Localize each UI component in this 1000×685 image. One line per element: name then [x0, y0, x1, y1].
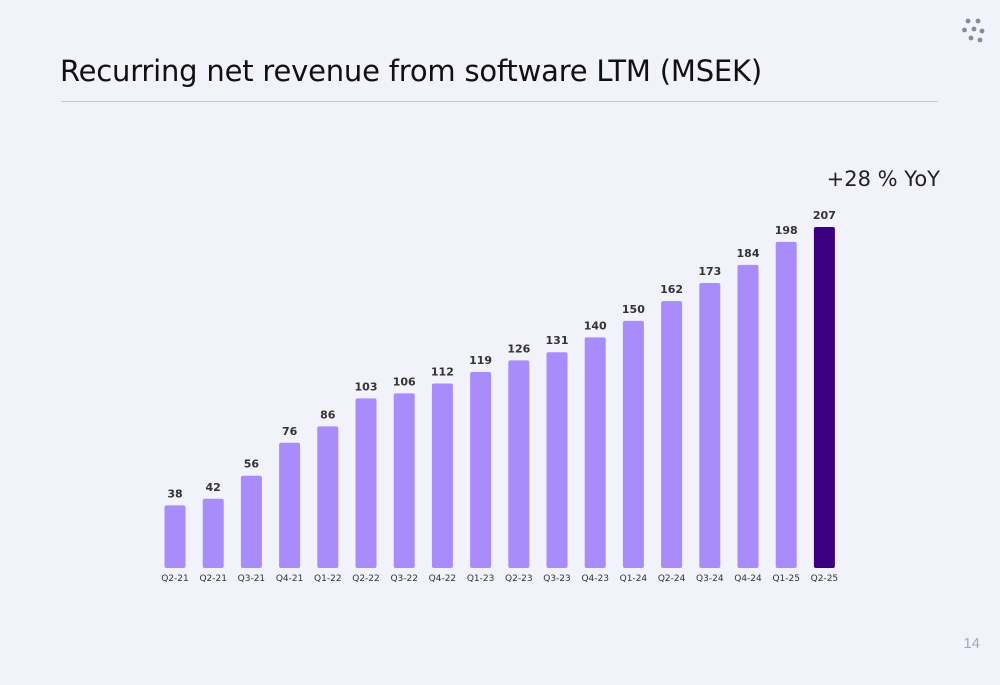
bar-12	[584, 337, 606, 568]
bar-value-label: 140	[584, 319, 607, 332]
category-label: Q3-23	[543, 574, 571, 584]
bar-3	[240, 475, 262, 568]
category-label: Q1-22	[314, 574, 342, 584]
category-label: Q3-21	[238, 574, 266, 584]
bar-value-label: 150	[622, 303, 645, 316]
bar-11	[546, 352, 568, 568]
bar-value-label: 103	[355, 380, 378, 393]
bar-value-label: 38	[167, 487, 182, 500]
bar-14	[661, 301, 683, 568]
bar-value-label: 162	[660, 283, 683, 296]
bar-4	[279, 442, 301, 568]
category-label: Q4-24	[734, 574, 762, 584]
bar-value-label: 112	[431, 365, 454, 378]
yoy-growth-annotation: +28 % YoY	[826, 167, 940, 191]
page-number: 14	[963, 635, 980, 652]
category-label: Q2-25	[811, 574, 839, 584]
bar-value-label: 126	[507, 342, 530, 355]
category-label: Q3-24	[696, 574, 724, 584]
bar-value-label: 198	[775, 224, 798, 237]
dots-logo-icon	[962, 18, 985, 43]
category-label: Q2-24	[658, 574, 686, 584]
bar-5	[317, 426, 339, 568]
bar-16	[737, 264, 759, 568]
category-label: Q4-21	[276, 574, 304, 584]
bar-value-label: 173	[698, 265, 721, 278]
category-label: Q3-22	[390, 574, 418, 584]
bar-18	[813, 227, 835, 568]
bar-value-label: 131	[546, 334, 569, 347]
category-label: Q1-23	[467, 574, 495, 584]
category-label: Q4-22	[429, 574, 457, 584]
bar-value-label: 76	[282, 425, 298, 438]
bar-6	[355, 398, 377, 568]
bar-2	[202, 498, 224, 568]
title-divider	[61, 101, 938, 102]
page-title: Recurring net revenue from software LTM …	[60, 54, 762, 88]
category-label: Q1-24	[620, 574, 648, 584]
bar-1	[164, 505, 186, 568]
bar-value-label: 119	[469, 354, 492, 367]
category-label: Q2-21	[161, 574, 189, 584]
bar-value-label: 56	[244, 458, 260, 471]
bar-8	[431, 383, 453, 568]
category-label: Q2-23	[505, 574, 533, 584]
category-label: Q4-23	[581, 574, 609, 584]
bar-10	[508, 360, 530, 568]
bar-value-label: 106	[393, 375, 416, 388]
bar-value-label: 184	[737, 247, 760, 260]
bar-value-label: 86	[320, 408, 336, 421]
bar-15	[699, 283, 721, 568]
bar-value-label: 207	[813, 209, 836, 222]
category-label: Q1-25	[772, 574, 800, 584]
bar-value-label: 42	[206, 481, 221, 494]
category-label: Q2-21	[199, 574, 227, 584]
bar-13	[622, 320, 644, 568]
bar-17	[775, 241, 797, 568]
category-label: Q2-22	[352, 574, 380, 584]
bar-7	[393, 393, 415, 568]
bar-9	[470, 371, 492, 568]
